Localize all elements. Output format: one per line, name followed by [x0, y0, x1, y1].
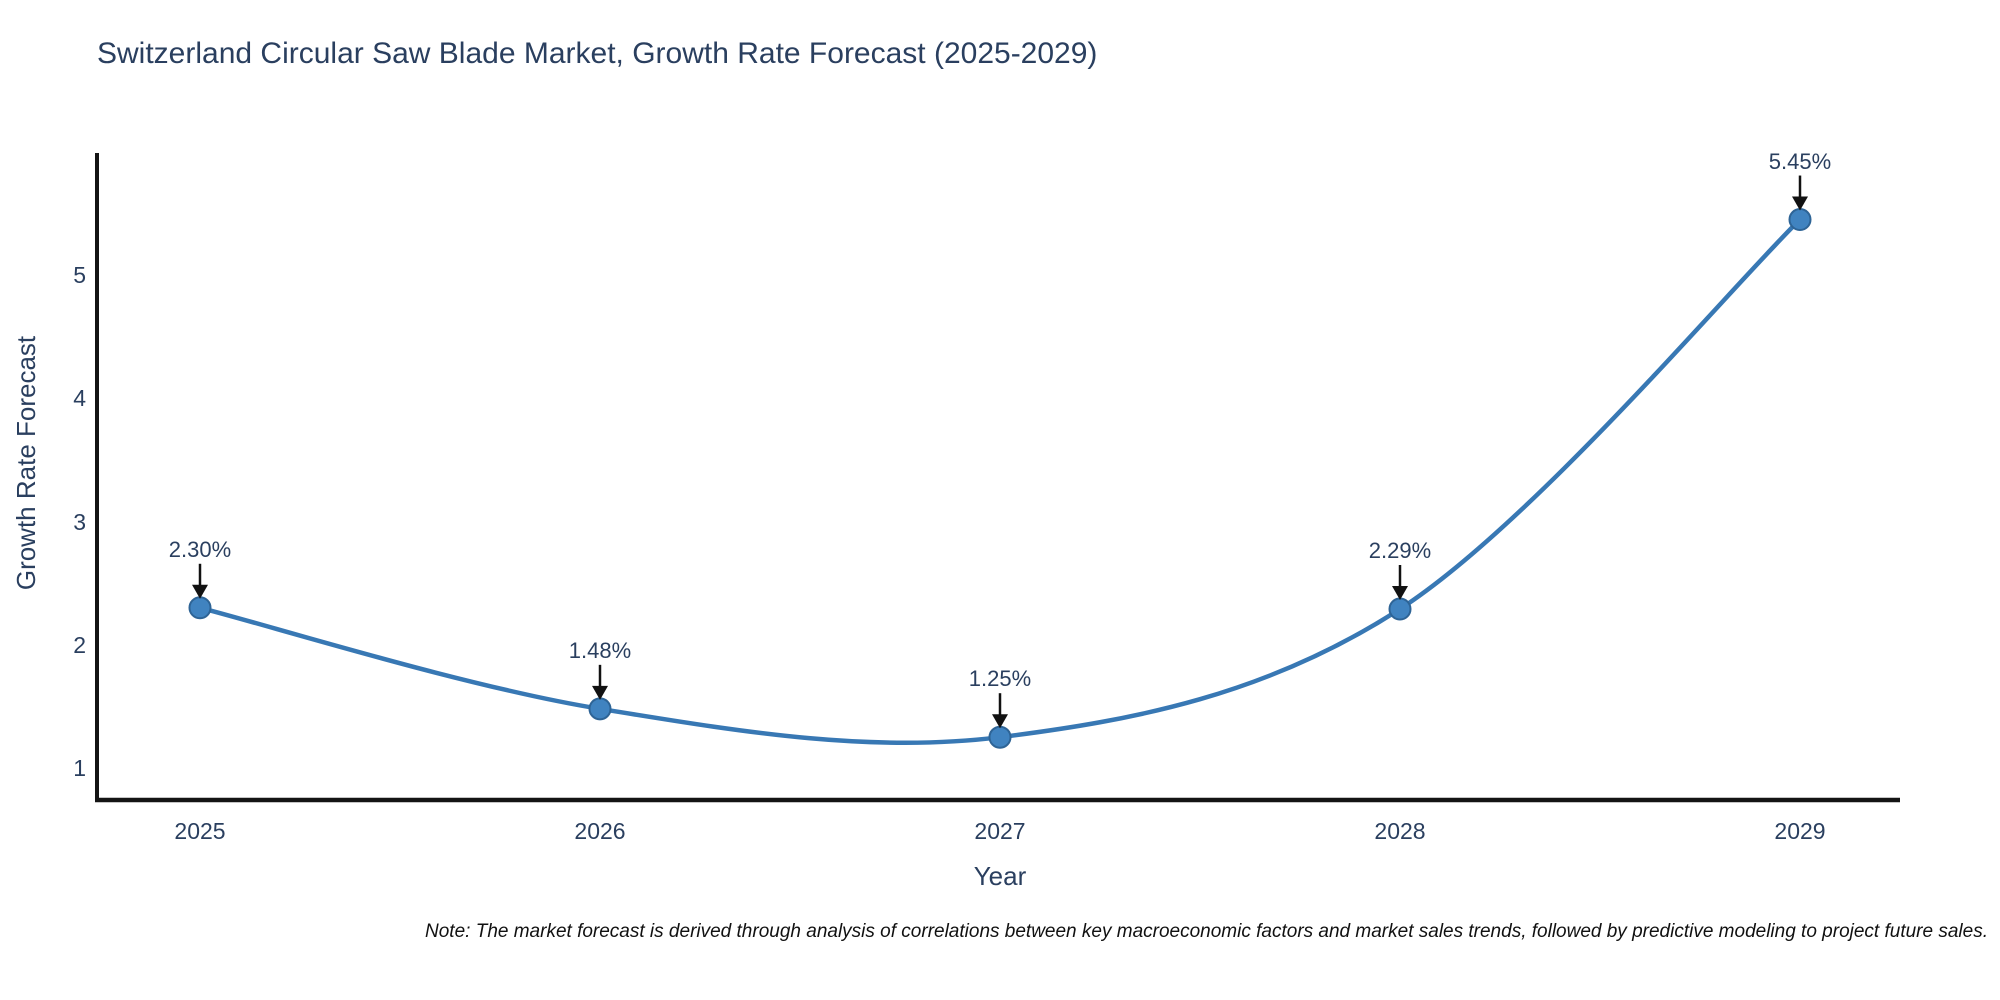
point-value-label: 2.29%: [1368, 538, 1432, 563]
x-tick-label: 2026: [574, 818, 626, 844]
x-axis-title: Year: [973, 861, 1027, 891]
point-value-label: 5.45%: [1768, 148, 1832, 174]
point-value-label: 2.30%: [168, 536, 232, 562]
annotation-arrow-head: [992, 714, 1008, 729]
footnote: Note: The market forecast is derived thr…: [425, 921, 1988, 942]
y-tick-label: 4: [73, 385, 86, 412]
y-tick-label: 3: [73, 508, 86, 535]
x-tick-label: 2025: [174, 818, 226, 844]
point-value-label: 1.48%: [568, 637, 632, 663]
y-tick-label: 2: [73, 631, 86, 658]
data-point-marker: [1788, 208, 1812, 232]
x-tick-label: 2027: [974, 818, 1026, 844]
y-tick-label: 1: [73, 755, 86, 781]
data-point-marker: [188, 596, 212, 620]
annotation-arrow-head: [1792, 196, 1808, 211]
annotation-arrow-head: [192, 584, 208, 599]
data-point-marker: [588, 697, 612, 721]
data-point-marker: [988, 725, 1012, 749]
chart-title: Switzerland Circular Saw Blade Market, G…: [97, 37, 1098, 70]
x-tick-label: 2029: [1774, 818, 1826, 844]
annotation-arrow-head: [1392, 586, 1408, 601]
point-value-label: 1.25%: [968, 666, 1032, 692]
y-tick-label: 5: [73, 262, 86, 288]
data-point-marker: [1388, 597, 1412, 621]
annotation-arrow-head: [592, 685, 608, 700]
x-tick-label: 2028: [1374, 818, 1426, 844]
